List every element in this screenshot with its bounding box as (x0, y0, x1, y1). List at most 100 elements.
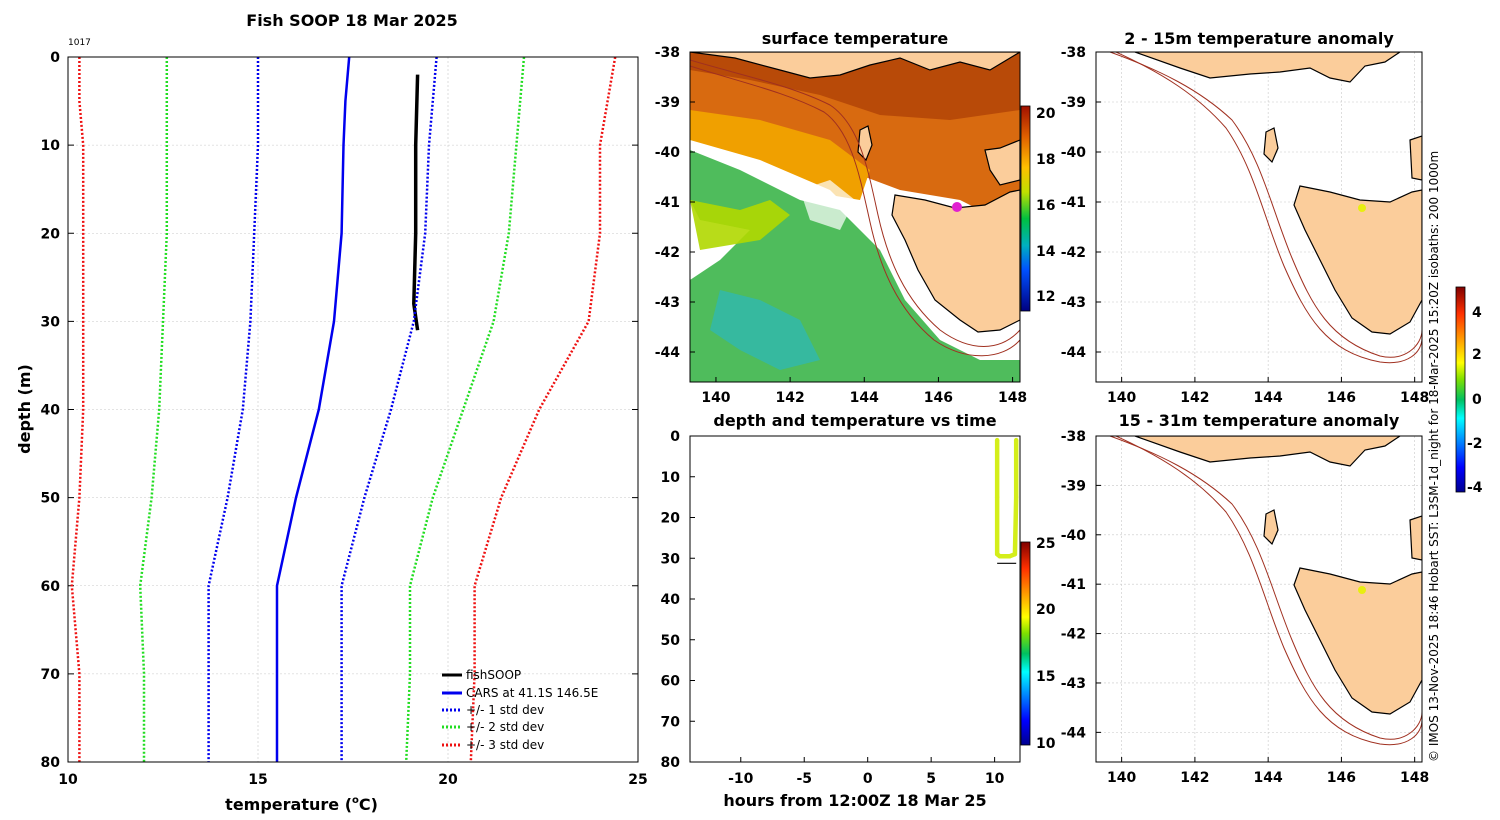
profile-series--2-std-dev (138, 57, 169, 762)
sst-map-field (690, 52, 1020, 382)
sst-xtick-142: 142 (775, 390, 804, 406)
time-track-point (1012, 551, 1018, 557)
sst-ytick--41: -41 (655, 195, 680, 211)
profile-ylabel: depth (m) (15, 364, 34, 454)
legend-label-std1: +/- 1 std dev (466, 703, 544, 717)
sst-isobath-1000 (690, 65, 1020, 357)
profile-ytick-10: 10 (41, 138, 61, 154)
anomaly-map-2-field (1109, 436, 1422, 746)
profile-xtick-15: 15 (248, 772, 267, 788)
anom1-ytick--39: -39 (1061, 95, 1086, 111)
sst-cyan-patch (710, 290, 820, 370)
time-panel-title: depth and temperature vs time (713, 411, 996, 430)
time-panel-xlabel: hours from 12:00Z 18 Mar 25 (723, 791, 986, 810)
sst-ytick--38: -38 (655, 45, 680, 61)
sst-colorbar-tick-20: 20 (1036, 106, 1056, 122)
anom2-land-mainland (1134, 436, 1402, 467)
anom1-ytick--42: -42 (1061, 245, 1086, 261)
anom1-xtick-146: 146 (1327, 390, 1356, 406)
anom2-land-king-island (1263, 509, 1279, 546)
time-xtick--10: -10 (728, 771, 754, 787)
sst-map-ticks: 140 142 144 146 148 -38 -39 -40 -41 -42 -43 -44 (655, 45, 1027, 406)
sst-xtick-144: 144 (850, 390, 879, 406)
anom1-ytick--40: -40 (1061, 145, 1087, 161)
time-ytick-70: 70 (661, 714, 681, 730)
anomaly-map-1-field (1109, 52, 1422, 364)
time-panel-ticks: -10 -5 0 5 10 0 10 20 30 40 50 60 70 80 (661, 429, 1005, 787)
anom1-xtick-144: 144 (1254, 390, 1283, 406)
sst-isobath-200 (690, 59, 1020, 347)
credit-text: © IMOS 13-Nov-2025 18:46 Hobart SST: L3S… (1427, 151, 1441, 762)
anom1-xtick-148: 148 (1400, 390, 1429, 406)
anom2-ytick--40: -40 (1061, 528, 1087, 544)
anomaly-colorbar-group: 4 2 0 -2 -4 (1455, 286, 1483, 496)
anom2-isobath-1000 (1115, 436, 1422, 746)
legend-label-std2: +/- 2 std dev (466, 720, 544, 734)
profile-ytick-70: 70 (41, 667, 61, 683)
time-colorbar-tick-15: 15 (1036, 669, 1055, 685)
time-ytick-50: 50 (661, 633, 681, 649)
profile-xtick-10: 10 (58, 772, 78, 788)
anomaly-map-1-axes-box (1095, 51, 1423, 383)
anom1-station-marker (1358, 204, 1366, 212)
anom1-xtick-142: 142 (1180, 390, 1209, 406)
profile-series--2-std-dev (404, 56, 526, 763)
anom1-ytick--44: -44 (1061, 345, 1087, 361)
sst-hot-region (690, 52, 1020, 120)
profile-xlabel-unit: oC) (352, 795, 378, 814)
anom1-isobath-1000 (1115, 52, 1422, 364)
anom2-ytick--43: -43 (1061, 676, 1086, 692)
profile-title: Fish SOOP 18 Mar 2025 (246, 11, 457, 30)
anom2-xtick-146: 146 (1327, 770, 1356, 786)
profile-xtick-20: 20 (438, 772, 458, 788)
profile-ytick-0: 0 (50, 50, 60, 66)
profile-series--1-std-dev (207, 57, 260, 762)
sst-ytick--44: -44 (655, 345, 681, 361)
sst-ytick--40: -40 (655, 145, 681, 161)
anomaly-map-1-ticks: 140 142 144 146 148 -38 -39 -40 -41 -42 -43 -44 (1061, 45, 1430, 406)
legend-label-std3: +/- 3 std dev (466, 738, 544, 752)
anom1-land-tasmania (1293, 185, 1422, 335)
anom1-ytick--41: -41 (1061, 195, 1086, 211)
profile-lines (70, 56, 617, 763)
profile-xtick-25: 25 (628, 772, 647, 788)
profile-grid (67, 56, 639, 763)
time-track-point (994, 494, 1000, 500)
time-colorbar-tick-20: 20 (1036, 602, 1056, 618)
anom-colorbar-tick-2: 2 (1472, 347, 1482, 363)
anom1-land-mainland (1134, 52, 1402, 83)
anom1-ytick--38: -38 (1061, 45, 1086, 61)
profile-panel: Fish SOOP 18 Mar 2025 1017 10 15 20 25 0 10 20… (15, 11, 648, 814)
sst-ytick--43: -43 (655, 295, 680, 311)
sst-map-axes-box (689, 51, 1021, 383)
time-track-point (997, 554, 1002, 559)
sst-colorbar-tick-18: 18 (1036, 152, 1055, 168)
profile-series-cars-at-41-1s-146-5e (275, 56, 351, 762)
sst-land-flinders-island (984, 139, 1020, 186)
time-xtick-5: 5 (926, 771, 936, 787)
anomaly-map-2-ticks: 140 142 144 146 148 -38 -39 -40 -41 -42 -43 -44 (1061, 429, 1430, 786)
profile-id-label: 1017 (68, 38, 91, 48)
time-panel-axes-box (689, 435, 1021, 763)
anomaly-map-1-title: 2 - 15m temperature anomaly (1124, 29, 1394, 48)
time-ytick-60: 60 (661, 674, 681, 690)
sst-map-title: surface temperature (762, 29, 949, 48)
anom1-land-flinders-island (1409, 135, 1422, 181)
anom2-xtick-148: 148 (1400, 770, 1429, 786)
sst-xtick-146: 146 (924, 390, 953, 406)
anom2-ytick--44: -44 (1061, 725, 1087, 741)
anom-colorbar-tick-0: 0 (1472, 392, 1482, 408)
sst-xtick-140: 140 (701, 390, 730, 406)
anom1-xtick-140: 140 (1107, 390, 1136, 406)
profile-legend: fishSOOP CARS at 41.1S 146.5E +/- 1 std … (442, 668, 598, 752)
sst-land-tasmania (891, 189, 1020, 333)
sst-cloud-patch (800, 180, 855, 230)
sst-colorbar-tick-16: 16 (1036, 198, 1055, 214)
sst-xtick-148: 148 (998, 390, 1027, 406)
anom2-land-flinders-island (1409, 515, 1422, 561)
profile-xlabel: temperature ( (225, 795, 352, 814)
time-ytick-10: 10 (661, 470, 681, 486)
sst-colorbar-tick-14: 14 (1036, 244, 1056, 260)
anom2-ytick--42: -42 (1061, 627, 1086, 643)
